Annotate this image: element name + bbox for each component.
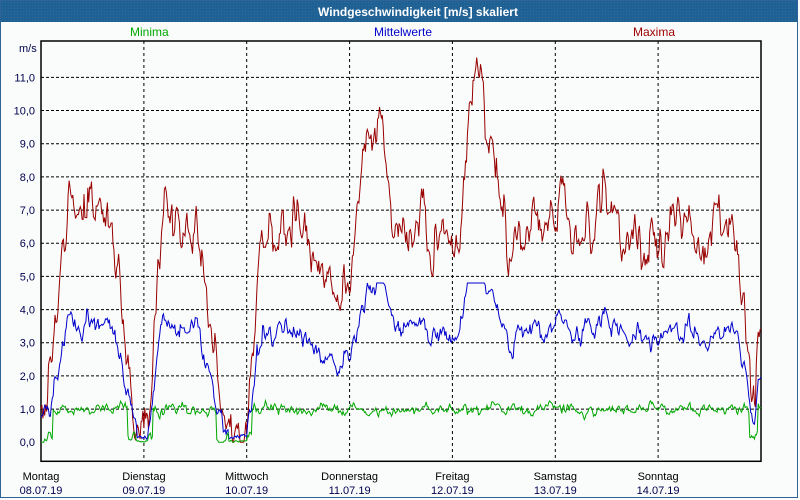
svg-text:3,0: 3,0: [20, 338, 35, 350]
svg-text:Freitag: Freitag: [435, 471, 469, 483]
svg-text:12.07.19: 12.07.19: [431, 485, 474, 497]
svg-text:1,0: 1,0: [20, 404, 35, 416]
svg-text:Sonntag: Sonntag: [638, 471, 679, 483]
svg-text:0,0: 0,0: [20, 437, 35, 449]
svg-text:13.07.19: 13.07.19: [534, 485, 577, 497]
svg-text:6,0: 6,0: [20, 238, 35, 250]
svg-text:Donnerstag: Donnerstag: [321, 471, 378, 483]
svg-text:m/s: m/s: [19, 43, 37, 55]
svg-text:9,0: 9,0: [20, 139, 35, 151]
svg-text:14.07.19: 14.07.19: [637, 485, 680, 497]
svg-text:5,0: 5,0: [20, 271, 35, 283]
svg-text:11.07.19: 11.07.19: [329, 485, 371, 497]
svg-text:Mittwoch: Mittwoch: [225, 471, 268, 483]
svg-text:8,0: 8,0: [20, 172, 35, 184]
svg-text:Samstag: Samstag: [534, 471, 577, 483]
svg-text:Montag: Montag: [23, 471, 60, 483]
svg-text:4,0: 4,0: [20, 305, 35, 317]
svg-text:11,0: 11,0: [14, 72, 35, 84]
svg-text:Dienstag: Dienstag: [122, 471, 165, 483]
svg-text:2,0: 2,0: [20, 371, 35, 383]
svg-text:09.07.19: 09.07.19: [122, 485, 165, 497]
svg-text:7,0: 7,0: [20, 205, 35, 217]
svg-text:08.07.19: 08.07.19: [20, 485, 63, 497]
svg-text:10.07.19: 10.07.19: [225, 485, 268, 497]
svg-text:10,0: 10,0: [14, 106, 35, 118]
